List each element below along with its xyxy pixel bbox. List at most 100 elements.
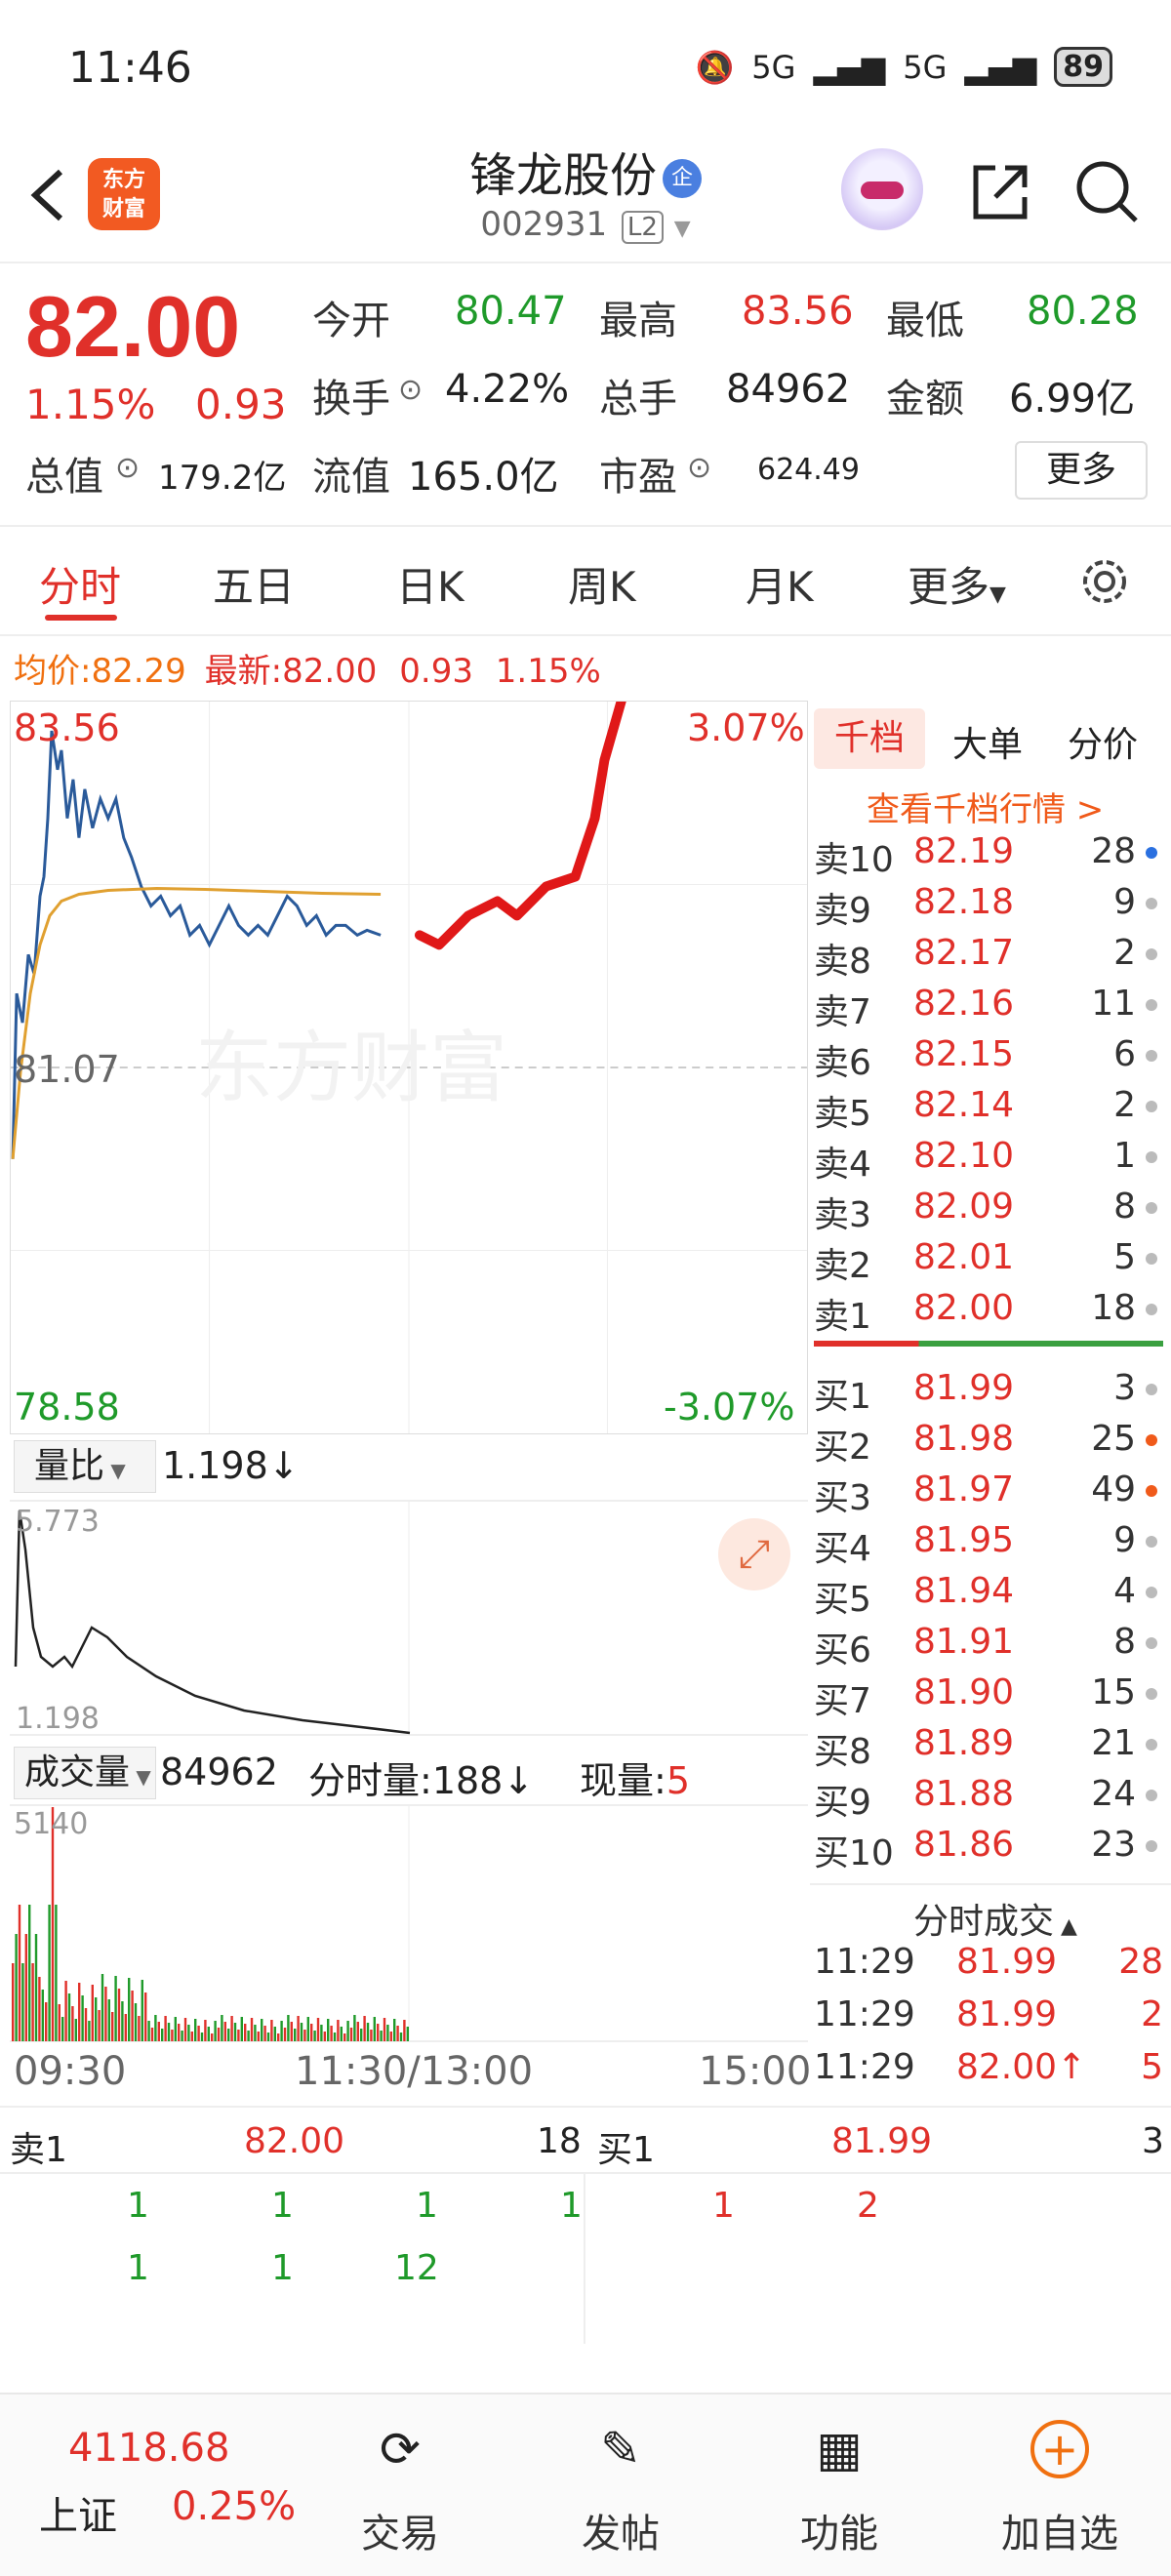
volume-bar: [161, 2029, 164, 2041]
status-dot-icon: [1146, 1304, 1157, 1315]
ask-label: 卖4: [814, 1145, 871, 1185]
tab-monthly-k[interactable]: 月K: [746, 563, 814, 611]
bid-row[interactable]: 买2 81.98 25: [810, 1415, 1163, 1468]
back-icon[interactable]: [21, 156, 80, 234]
bid-row[interactable]: 买4 81.95 9: [810, 1516, 1163, 1569]
volume-bar: [270, 2020, 273, 2041]
price-line: [11, 730, 382, 1159]
nav-add-watchlist[interactable]: + 加自选: [962, 2395, 1157, 2576]
ask-row[interactable]: 卖9 82.18 9: [810, 878, 1163, 931]
gear-icon[interactable]: [1075, 552, 1134, 611]
volume-bar: [55, 1905, 58, 2041]
volume-bar: [230, 2016, 233, 2041]
bid-row[interactable]: 买9 81.88 24: [810, 1770, 1163, 1823]
bid-row[interactable]: 买8 81.89 21: [810, 1719, 1163, 1772]
volume-bar: [71, 2006, 74, 2041]
volume-bar: [141, 1980, 143, 2041]
expand-icon[interactable]: ⤢: [718, 1518, 790, 1590]
trade-qty: 28: [1118, 1942, 1163, 1982]
pe-label: 市盈: [599, 455, 677, 500]
volume-bar: [316, 2018, 320, 2041]
status-dot-icon: [1146, 898, 1157, 909]
volume-bar: [327, 2019, 330, 2041]
more-button[interactable]: 更多: [1015, 441, 1148, 500]
ask-queue-4: 1: [560, 2186, 583, 2226]
pe-info-icon[interactable]: ⊙: [687, 451, 712, 485]
volume-bar: [78, 1983, 81, 2041]
volume-bar: [104, 1987, 107, 2041]
bid-row[interactable]: 买10 81.86 23: [810, 1821, 1163, 1873]
ask-row[interactable]: 卖4 82.10 1: [810, 1132, 1163, 1185]
volume-bar: [263, 2026, 266, 2041]
ask-row[interactable]: 卖7 82.16 11: [810, 980, 1163, 1032]
volume-bar: [101, 1974, 104, 2041]
volume-selector[interactable]: 成交量 ▼: [14, 1747, 156, 1799]
tab-intraday[interactable]: 分时: [39, 563, 122, 611]
bid-qty: 23: [1091, 1825, 1136, 1865]
trade-price: 81.99: [956, 1942, 1058, 1982]
bid-row[interactable]: 买7 81.90 15: [810, 1669, 1163, 1721]
status-time: 11:46: [68, 43, 192, 93]
ai-assistant-icon[interactable]: [841, 148, 923, 230]
book-tab-price[interactable]: 分价: [1068, 725, 1139, 765]
index-name: 上证: [39, 2494, 117, 2539]
ask-row[interactable]: 卖5 82.14 2: [810, 1081, 1163, 1134]
trades-title[interactable]: 分时成交 ▲: [913, 1893, 1077, 1944]
ask-row[interactable]: 卖8 82.17 2: [810, 929, 1163, 982]
view-qiandang-link[interactable]: 查看千档行情 >: [867, 790, 1105, 829]
ask-row[interactable]: 卖2 82.01 5: [810, 1233, 1163, 1286]
trade-price: 81.99: [956, 1994, 1058, 2034]
info-icon[interactable]: ⊙: [398, 373, 424, 407]
enterprise-badge: 企: [663, 159, 702, 198]
ratio-value: 1.198↓: [162, 1444, 300, 1487]
bid-row[interactable]: 买6 81.91 8: [810, 1618, 1163, 1670]
volume-bar: [107, 1999, 110, 2041]
bid-label: 买9: [814, 1783, 871, 1823]
turnover-label: 换手: [312, 377, 390, 422]
volume-bar: [303, 2030, 306, 2041]
bid-row[interactable]: 买3 81.97 49: [810, 1466, 1163, 1518]
mcap-info-icon[interactable]: ⊙: [115, 451, 141, 485]
nav-functions[interactable]: ▦ 功能: [742, 2395, 937, 2576]
tab-daily-k[interactable]: 日K: [396, 563, 464, 611]
ask-label: 卖2: [814, 1246, 871, 1286]
tab-more[interactable]: 更多▼: [908, 554, 1006, 614]
nav-post[interactable]: ✎ 发帖: [523, 2395, 718, 2576]
intraday-chart[interactable]: [10, 701, 808, 1434]
share-icon[interactable]: [966, 158, 1034, 226]
volume-bar: [346, 2021, 349, 2041]
search-icon[interactable]: [1071, 156, 1142, 226]
time-start: 09:30: [14, 2049, 127, 2094]
bid-row[interactable]: 买1 81.99 3: [810, 1364, 1163, 1417]
grid-icon: ▦: [816, 2421, 863, 2477]
bid-row[interactable]: 买5 81.94 4: [810, 1567, 1163, 1620]
mcap-value: 179.2亿: [158, 459, 287, 498]
volume-bar: [366, 2023, 370, 2041]
ask-row[interactable]: 卖6 82.15 6: [810, 1030, 1163, 1083]
ask-price: 82.01: [913, 1237, 1015, 1277]
ask-row[interactable]: 卖1 82.00 18: [810, 1284, 1163, 1337]
ask-price: 82.10: [913, 1136, 1015, 1176]
chart-watermark: 东方财富: [195, 1023, 507, 1113]
stock-code-row[interactable]: 002931 L2 ▼: [0, 205, 1171, 244]
index-ticker[interactable]: 4118.68 上证 0.25%: [0, 2395, 296, 2576]
ask-label: 卖10: [814, 840, 894, 880]
volume-bar: [323, 2032, 326, 2041]
volume-bar: [144, 1992, 147, 2041]
status-dot-icon: [1146, 1688, 1157, 1700]
bid-price: 81.89: [913, 1723, 1015, 1763]
ratio-selector[interactable]: 量比 ▼: [14, 1440, 156, 1493]
volume-bar: [88, 2021, 91, 2041]
trade-price: 82.00↑: [956, 2047, 1087, 2087]
volume-bar: [310, 2024, 313, 2041]
nav-trade[interactable]: ⟳ 交易: [303, 2395, 498, 2576]
ask-row[interactable]: 卖10 82.19 28: [810, 827, 1163, 880]
ask-row[interactable]: 卖3 82.09 8: [810, 1183, 1163, 1235]
high-value: 83.56: [742, 289, 854, 334]
tab-five-day[interactable]: 五日: [213, 563, 296, 611]
book-tab-qiandang[interactable]: 千档: [814, 708, 925, 769]
ask-qty: 6: [1113, 1034, 1136, 1074]
book-tab-big-orders[interactable]: 大单: [952, 725, 1024, 765]
volume-bar: [171, 2030, 174, 2041]
tab-weekly-k[interactable]: 周K: [568, 563, 636, 611]
